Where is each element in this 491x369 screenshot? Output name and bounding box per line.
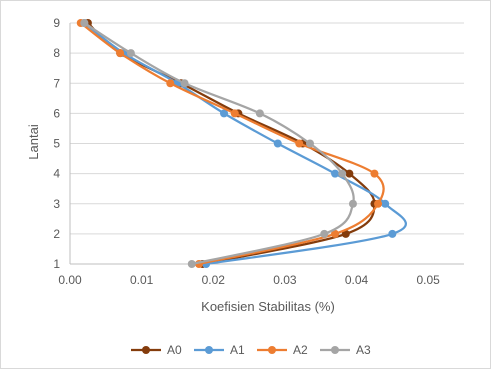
legend-item-A0: A0: [131, 343, 182, 357]
data-point-A2-3: [374, 199, 383, 208]
gridlines: [70, 22, 464, 235]
legend-item-A2: A2: [257, 343, 308, 357]
x-tick-label-0.05: 0.05: [417, 273, 441, 287]
data-point-A1-6: [220, 109, 229, 118]
data-point-A1-2: [388, 229, 397, 238]
legend-marker-A0: [142, 346, 150, 354]
x-tick-label-0.04: 0.04: [345, 273, 369, 287]
y-tick-label-3: 3: [53, 197, 60, 211]
series-A2: [76, 19, 385, 268]
y-tick-label-1: 1: [53, 257, 60, 271]
legend-label-A0: A0: [167, 343, 182, 357]
series-A3: [80, 19, 357, 268]
data-point-A3-3: [348, 199, 357, 208]
legend-marker-A1: [205, 346, 213, 354]
data-point-A3-8: [126, 49, 135, 58]
legend-label-A1: A1: [230, 343, 245, 357]
data-point-A1-3: [381, 199, 390, 208]
y-tick-label-9: 9: [53, 16, 60, 30]
data-point-A3-2: [320, 229, 329, 238]
data-point-A1-5: [273, 139, 282, 148]
data-point-A0-4: [345, 169, 354, 178]
data-point-A2-6: [230, 109, 239, 118]
y-tick-label-6: 6: [53, 106, 60, 120]
x-tick-label-0.02: 0.02: [202, 273, 226, 287]
y-tick-label-8: 8: [53, 46, 60, 60]
data-point-A1-4: [331, 169, 340, 178]
legend: A0 A1 A2 A3: [131, 343, 371, 357]
legend-marker-A3: [331, 346, 339, 354]
data-point-A3-5: [305, 139, 314, 148]
legend-item-A1: A1: [194, 343, 245, 357]
data-point-A2-8: [116, 49, 125, 58]
data-point-A2-7: [166, 79, 175, 88]
data-point-A2-5: [295, 139, 304, 148]
y-tick-label-7: 7: [53, 76, 60, 90]
y-tick-label-4: 4: [53, 167, 60, 181]
legend-label-A2: A2: [293, 343, 308, 357]
axes: [69, 23, 464, 265]
legend-label-A3: A3: [356, 343, 371, 357]
data-point-A3-4: [338, 169, 347, 178]
x-tick-label-0.03: 0.03: [273, 273, 297, 287]
series-lines: [76, 19, 408, 268]
data-point-A2-2: [331, 229, 340, 238]
data-point-A2-4: [370, 169, 379, 178]
data-point-A3-1: [187, 260, 196, 268]
x-tick-label-0.01: 0.01: [130, 273, 154, 287]
x-axis-title: Koefisien Stabilitas (%): [201, 299, 335, 314]
legend-item-A3: A3: [320, 343, 371, 357]
y-tick-label-2: 2: [53, 227, 60, 241]
y-tick-label-5: 5: [53, 137, 60, 151]
x-tick-label-0.00: 0.00: [58, 273, 82, 287]
tick-labels: 1 2 3 4 5 6 7 8 9 0.00 0.01 0.02 0.03 0.04 0.05: [53, 16, 440, 287]
data-point-A3-9: [80, 19, 89, 27]
data-point-A3-6: [255, 109, 264, 118]
y-axis-title: Lantai: [26, 124, 41, 160]
legend-marker-A2: [268, 346, 276, 354]
data-point-A3-7: [180, 79, 189, 88]
